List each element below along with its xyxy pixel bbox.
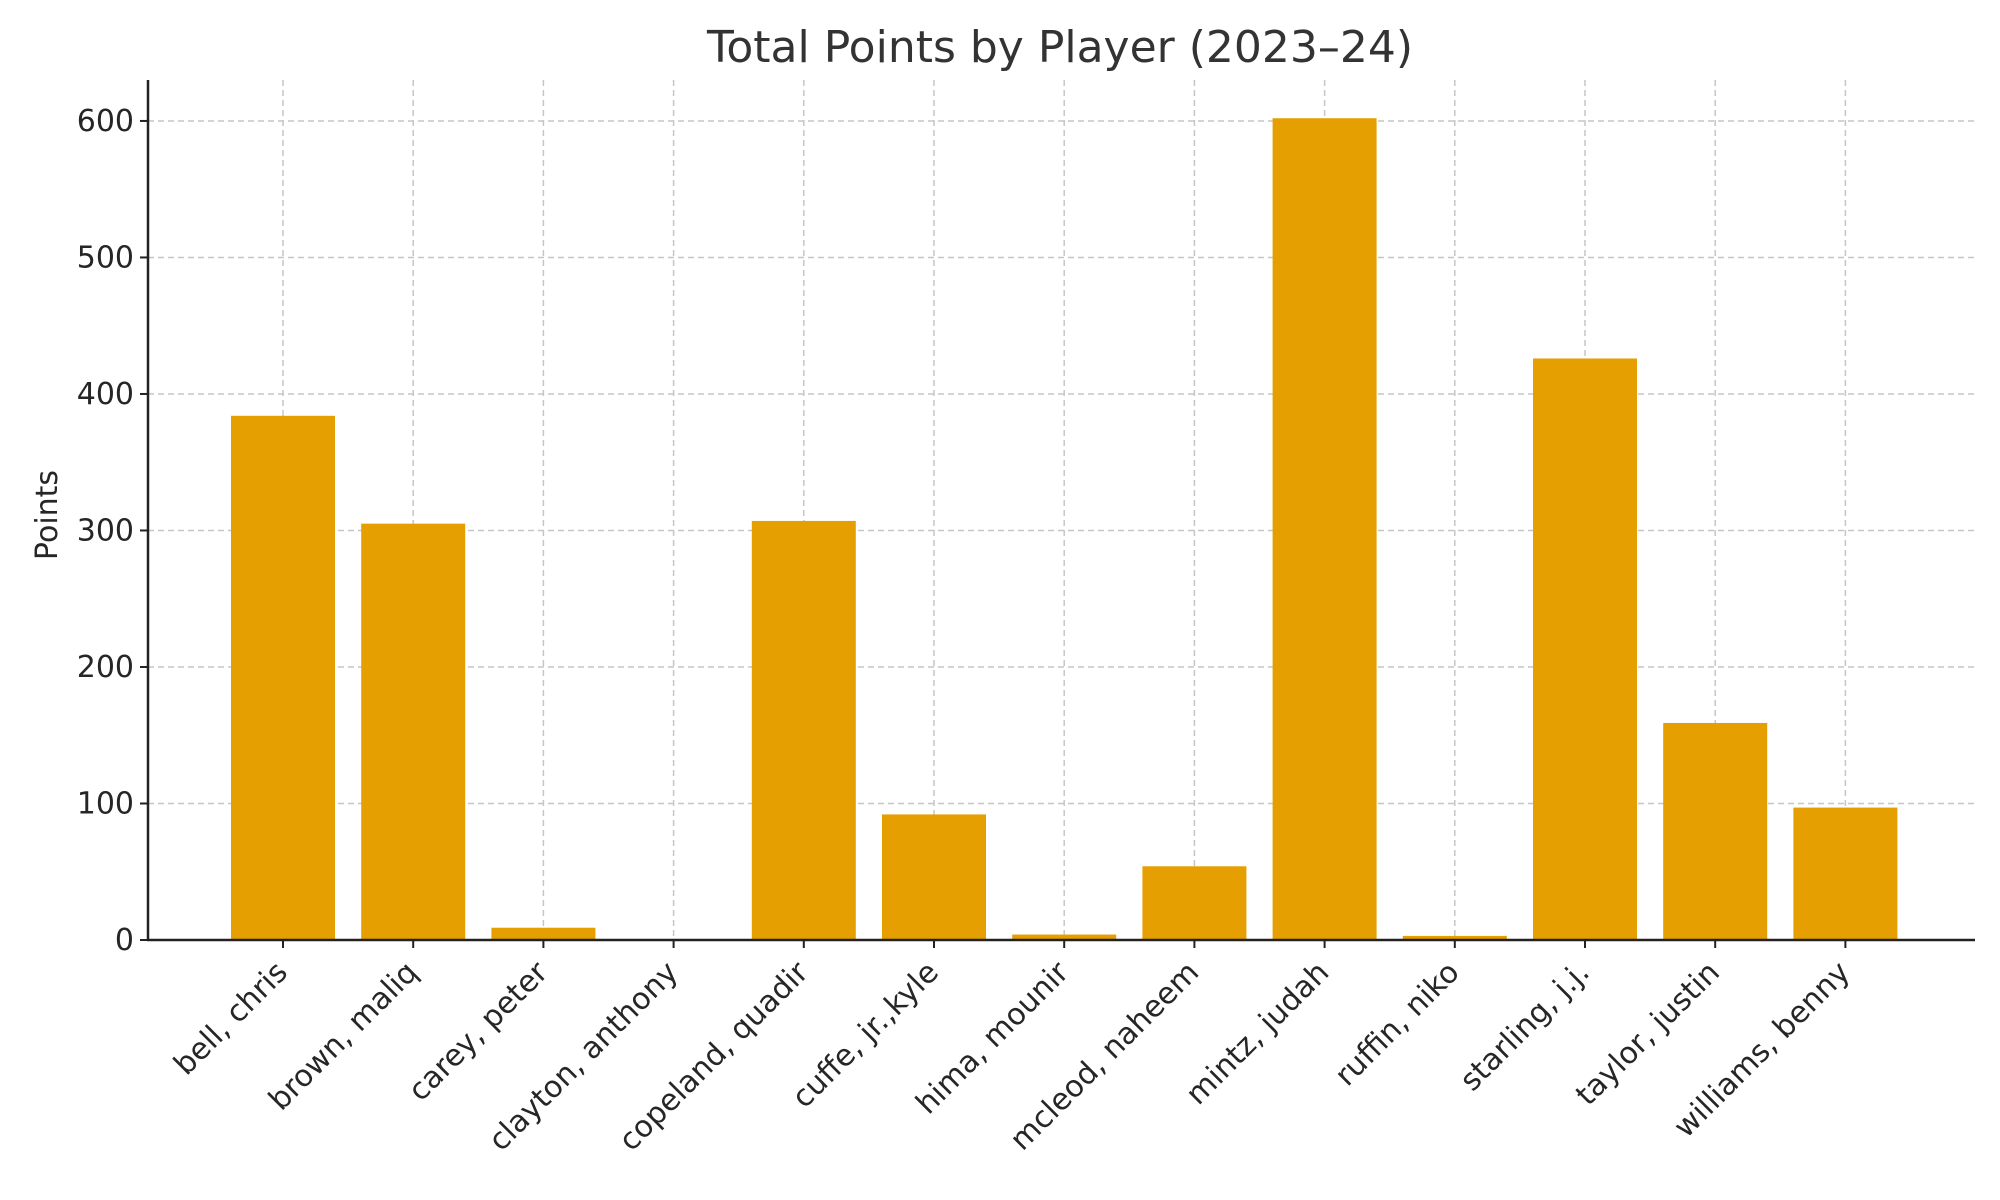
y-tick-label: 200 [77, 650, 134, 685]
bar [231, 415, 335, 940]
y-ticks: 0 100 200 300 400 500 600 [77, 104, 148, 958]
bar [1663, 722, 1768, 940]
y-tick-label: 300 [77, 513, 134, 548]
x-tick-label: ruffin, niko [1328, 955, 1466, 1093]
bar [1793, 807, 1898, 940]
bar [1142, 866, 1247, 940]
bar [1272, 118, 1377, 940]
y-tick-label: 0 [115, 923, 134, 958]
y-tick-label: 100 [77, 786, 134, 821]
bar [882, 814, 986, 940]
bar [491, 927, 596, 940]
bar [751, 520, 856, 940]
y-tick-label: 400 [77, 377, 134, 412]
axes [146, 80, 1975, 942]
x-tick-label: bell, chris [167, 955, 294, 1082]
bars [231, 118, 1898, 940]
bar [361, 523, 466, 940]
y-axis-label: Points [30, 470, 65, 560]
y-tick-label: 500 [77, 240, 134, 275]
chart-title: Total Points by Player (2023–24) [706, 22, 1413, 73]
bar [1533, 358, 1637, 940]
x-tick-label: starling, j.j. [1453, 955, 1596, 1098]
bar [1402, 935, 1507, 940]
y-tick-label: 600 [77, 104, 134, 139]
bar [1012, 934, 1117, 940]
